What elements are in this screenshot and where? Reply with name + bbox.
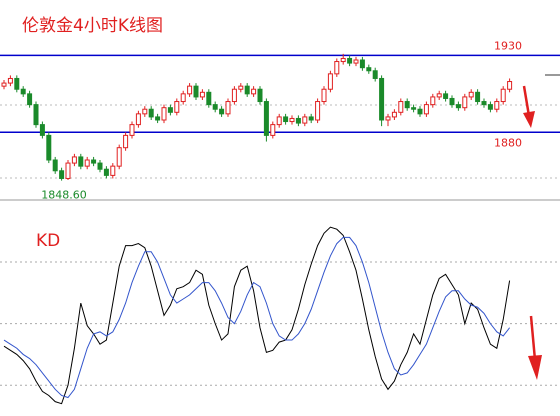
- candle-body: [443, 93, 449, 99]
- candle-body: [71, 156, 77, 164]
- candle-body: [391, 111, 397, 118]
- candle-body: [321, 88, 327, 103]
- low-label: 1848.60: [41, 189, 87, 202]
- candle-body: [33, 104, 39, 126]
- candle-body: [353, 59, 359, 64]
- kd-line: [3, 236, 510, 399]
- candle-body: [199, 91, 205, 98]
- candle-body: [123, 134, 129, 149]
- arrow: [522, 85, 535, 128]
- candle-body: [110, 165, 116, 176]
- candle-body: [20, 88, 26, 95]
- candle-body: [276, 116, 282, 126]
- candle-body: [231, 88, 237, 103]
- candle-body: [39, 124, 45, 136]
- candle-body: [398, 101, 404, 113]
- price-panel: 1930 1880 1848.60: [0, 39, 560, 202]
- candle-body: [263, 101, 269, 136]
- candle-body: [449, 97, 455, 106]
- candle-body: [212, 104, 218, 110]
- candle-body: [225, 101, 231, 115]
- candle-body: [283, 116, 289, 123]
- candle-body: [507, 81, 513, 90]
- kd-title: KD: [36, 231, 60, 251]
- candle-body: [65, 162, 71, 179]
- candle-body: [295, 117, 301, 124]
- candle-body: [468, 91, 474, 98]
- candle-body: [97, 162, 103, 170]
- candle-body: [1, 82, 7, 87]
- candle-body: [455, 104, 461, 109]
- candle-body: [379, 77, 385, 121]
- candle-body: [430, 96, 436, 106]
- candle-body: [27, 93, 33, 106]
- candle-body: [14, 77, 20, 90]
- chart-title: 伦敦金4小时K线图: [22, 16, 163, 36]
- candle-body: [129, 124, 135, 136]
- candle-body: [180, 93, 186, 103]
- kd-panel: [0, 226, 560, 405]
- candle-body: [238, 85, 244, 90]
- candle-body: [385, 116, 391, 121]
- candle-body: [302, 116, 308, 124]
- candle-body: [174, 101, 180, 113]
- candle-body: [46, 134, 52, 161]
- candle-body: [167, 107, 173, 113]
- candle-body: [59, 170, 65, 179]
- candle-body: [219, 108, 225, 115]
- candle-body: [161, 107, 167, 121]
- candle-body: [142, 108, 148, 115]
- candle-body: [340, 57, 346, 63]
- candle-body: [7, 77, 13, 84]
- candle-body: [206, 91, 212, 106]
- candle-body: [52, 159, 58, 172]
- candle-body: [103, 168, 109, 176]
- candle-body: [91, 159, 97, 164]
- candle-body: [308, 116, 314, 121]
- candle-body: [404, 101, 410, 109]
- arrow: [528, 315, 542, 380]
- level-label: 1930: [494, 39, 522, 52]
- candle-body: [366, 67, 372, 72]
- candle-body: [187, 85, 193, 95]
- candle-body: [257, 88, 263, 103]
- candle-body: [155, 116, 161, 121]
- candle-body: [481, 101, 487, 106]
- candle-body: [148, 108, 154, 118]
- candle-body: [411, 107, 417, 110]
- candle-body: [289, 117, 295, 123]
- candle-body: [487, 104, 493, 110]
- candle-body: [462, 96, 468, 109]
- candle-body: [193, 85, 199, 98]
- kd-line: [3, 226, 511, 405]
- candle-body: [251, 88, 257, 95]
- candle-body: [436, 93, 442, 98]
- candle-body: [494, 101, 500, 110]
- candle-body: [347, 57, 353, 64]
- candle-body: [500, 88, 506, 103]
- candle-body: [359, 59, 365, 69]
- candle-body: [423, 104, 429, 115]
- candle-body: [417, 108, 423, 115]
- candle-body: [270, 124, 276, 136]
- candle-body: [372, 70, 378, 79]
- candle-body: [78, 156, 84, 167]
- candle-body: [475, 91, 481, 103]
- level-label: 1880: [494, 136, 522, 149]
- candle-body: [244, 85, 250, 95]
- candle-body: [84, 159, 90, 167]
- candle-body: [315, 101, 321, 121]
- candle-body: [334, 61, 340, 75]
- candle-body: [116, 147, 122, 167]
- candle-body: [327, 73, 333, 90]
- candle-body: [135, 113, 141, 126]
